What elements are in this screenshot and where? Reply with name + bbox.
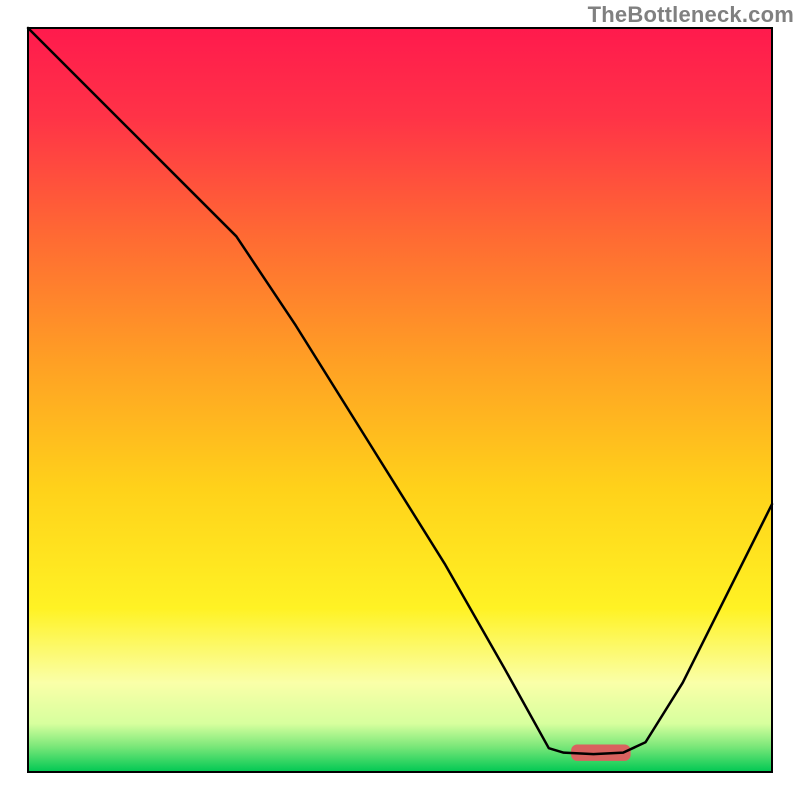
chart-stage: TheBottleneck.com xyxy=(0,0,800,800)
bottleneck-gradient-chart xyxy=(0,0,800,800)
watermark-text: TheBottleneck.com xyxy=(588,2,794,28)
